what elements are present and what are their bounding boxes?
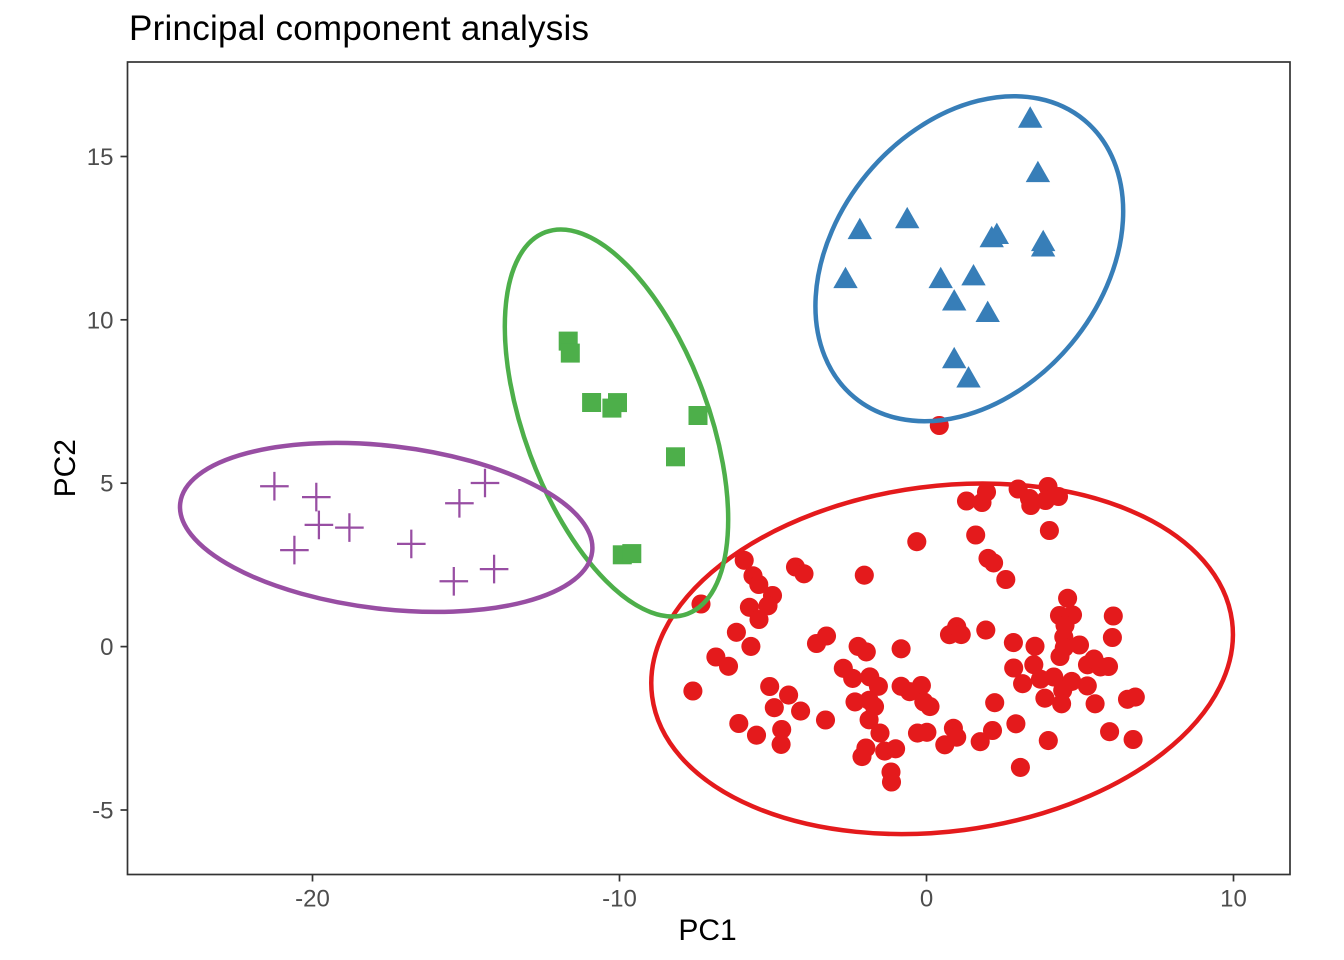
svg-text:0: 0 [100,634,113,661]
svg-text:PC1: PC1 [678,914,736,947]
svg-text:10: 10 [87,307,114,334]
svg-text:PC2: PC2 [49,439,82,497]
svg-text:Principal component analysis: Principal component analysis [129,9,589,48]
svg-text:-20: -20 [295,886,330,913]
svg-text:-5: -5 [92,798,113,825]
svg-text:0: 0 [920,886,933,913]
svg-text:-10: -10 [602,886,637,913]
svg-text:10: 10 [1220,886,1247,913]
svg-text:15: 15 [87,144,114,171]
svg-text:5: 5 [100,471,113,498]
